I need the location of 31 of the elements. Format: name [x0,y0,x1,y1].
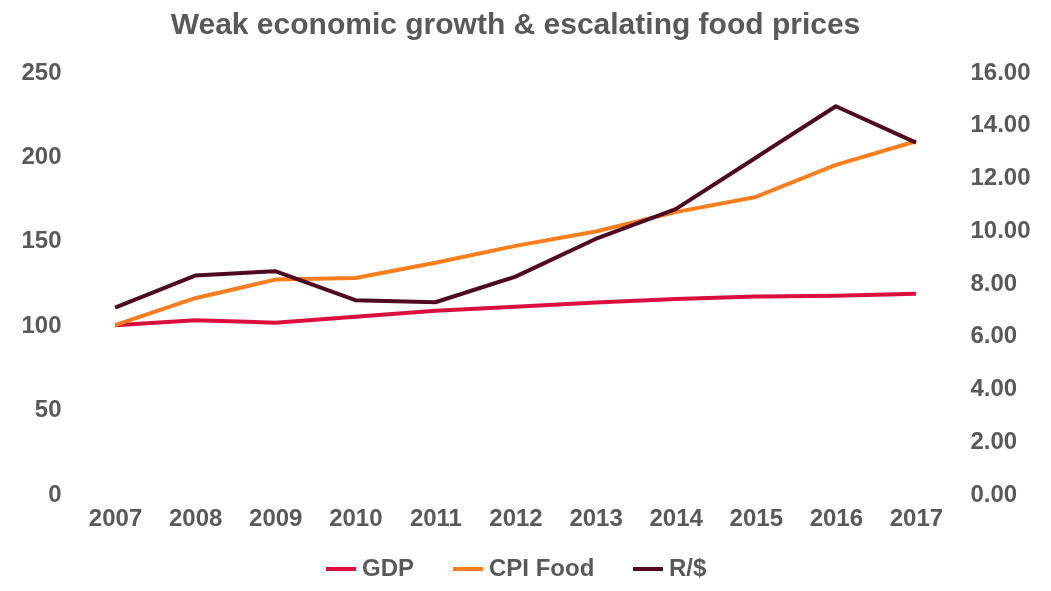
legend-label: GDP [362,554,415,581]
legend-label: R/$ [669,554,707,581]
x-tick-label: 2015 [729,503,783,531]
y2-tick-label: 4.00 [970,374,1018,401]
legend-label: CPI Food [489,554,595,581]
y2-tick-label: 2.00 [970,426,1018,454]
x-tick-label: 2012 [489,503,543,531]
y-tick-label: 150 [21,226,62,254]
y-tick-label: 100 [21,310,62,338]
x-tick-label: 2016 [809,503,864,531]
y2-tick-label: 6.00 [970,321,1018,349]
y2-tick-label: 8.00 [970,268,1018,296]
x-tick-label: 2010 [329,503,383,531]
x-tick-label: 2013 [569,503,623,531]
y2-tick-label: 12.00 [970,163,1031,190]
y2-tick-label: 0.00 [970,479,1018,507]
x-tick-label: 2014 [649,503,704,531]
chart-title: Weak economic growth & escalating food prices [170,7,861,40]
x-tick-label: 2009 [249,503,303,531]
x-tick-label: 2017 [889,503,944,531]
y-tick-label: 250 [21,57,62,85]
y2-tick-label: 14.00 [970,110,1031,138]
line-series [113,104,918,310]
x-tick-label: 2008 [168,503,223,531]
y-tick-label: 200 [21,141,62,169]
y2-tick-label: 16.00 [970,57,1031,85]
y-tick-label: 50 [34,395,62,423]
x-tick-label: 2007 [88,503,143,531]
x-tick-label: 2011 [409,503,462,531]
y-tick-label: 0 [48,479,62,507]
y2-tick-label: 10.00 [970,215,1031,243]
